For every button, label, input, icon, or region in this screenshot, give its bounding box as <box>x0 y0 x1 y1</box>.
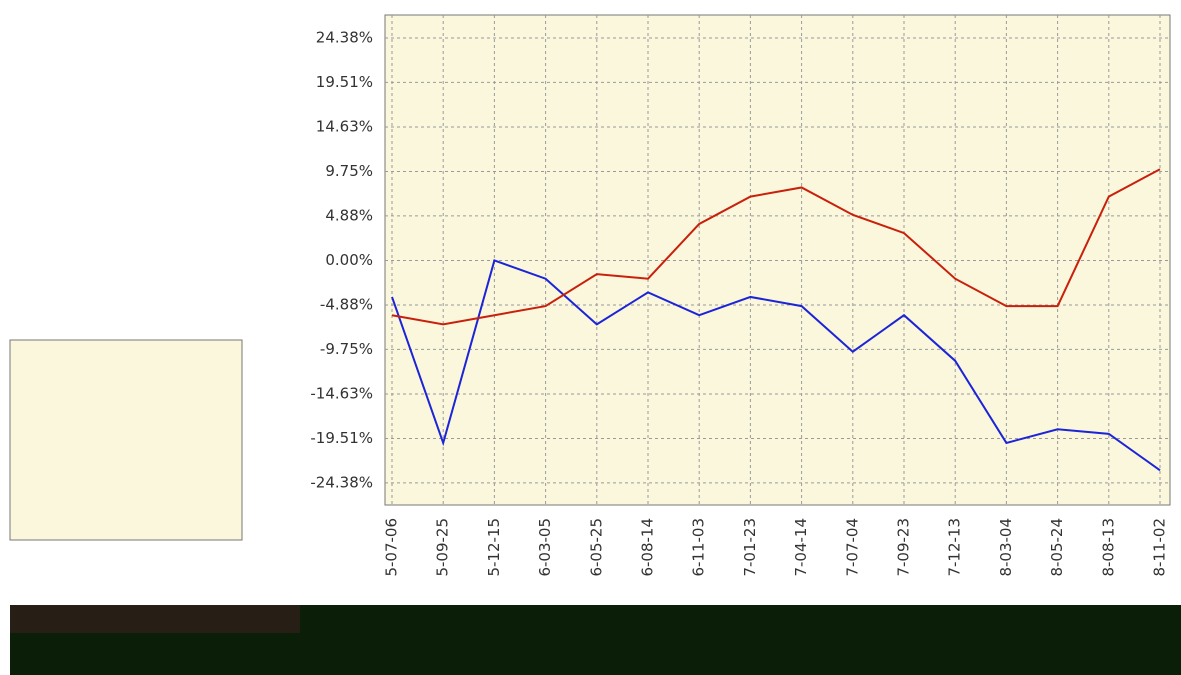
y-tick-label: -14.63% <box>310 384 373 402</box>
x-tick-label: 7-12-13 <box>946 518 964 577</box>
x-tick-label: 7-01-23 <box>741 518 759 577</box>
x-tick-label: 7-07-04 <box>843 518 861 577</box>
x-tick-label: 5-12-15 <box>485 518 503 577</box>
x-tick-label: 8-11-02 <box>1151 518 1169 577</box>
y-tick-label: -19.51% <box>310 429 373 447</box>
x-tick-label: 8-05-24 <box>1048 518 1066 577</box>
y-tick-label: 9.75% <box>325 162 373 180</box>
x-tick-label: 8-08-13 <box>1099 518 1117 577</box>
x-tick-label: 7-04-14 <box>792 518 810 577</box>
y-tick-label: 14.63% <box>316 117 373 135</box>
y-tick-label: -9.75% <box>320 340 373 358</box>
x-tick-label: 6-05-25 <box>587 518 605 577</box>
screen: 24.38% 19.51% 14.63% 9.75% 4.88% 0.00% -4.88% -… <box>0 0 1181 675</box>
x-tick-label: 5-09-25 <box>434 518 452 577</box>
glitch-band <box>10 605 300 633</box>
x-tick-label: 6-03-05 <box>536 518 554 577</box>
x-tick-label: 8-03-04 <box>997 518 1015 577</box>
x-tick-label: 6-11-03 <box>690 518 708 577</box>
y-tick-label: -4.88% <box>320 295 373 313</box>
y-tick-label: -24.38% <box>310 473 373 491</box>
x-tick-label: 7-09-23 <box>895 518 913 577</box>
side-panel <box>10 340 242 540</box>
x-tick-label: 6-08-14 <box>639 518 657 577</box>
y-tick-label: 19.51% <box>316 73 373 91</box>
y-tick-label: 0.00% <box>325 251 373 269</box>
y-tick-label: 24.38% <box>316 28 373 46</box>
x-tick-label: 5-07-06 <box>383 518 401 577</box>
y-tick-label: 4.88% <box>325 206 373 224</box>
